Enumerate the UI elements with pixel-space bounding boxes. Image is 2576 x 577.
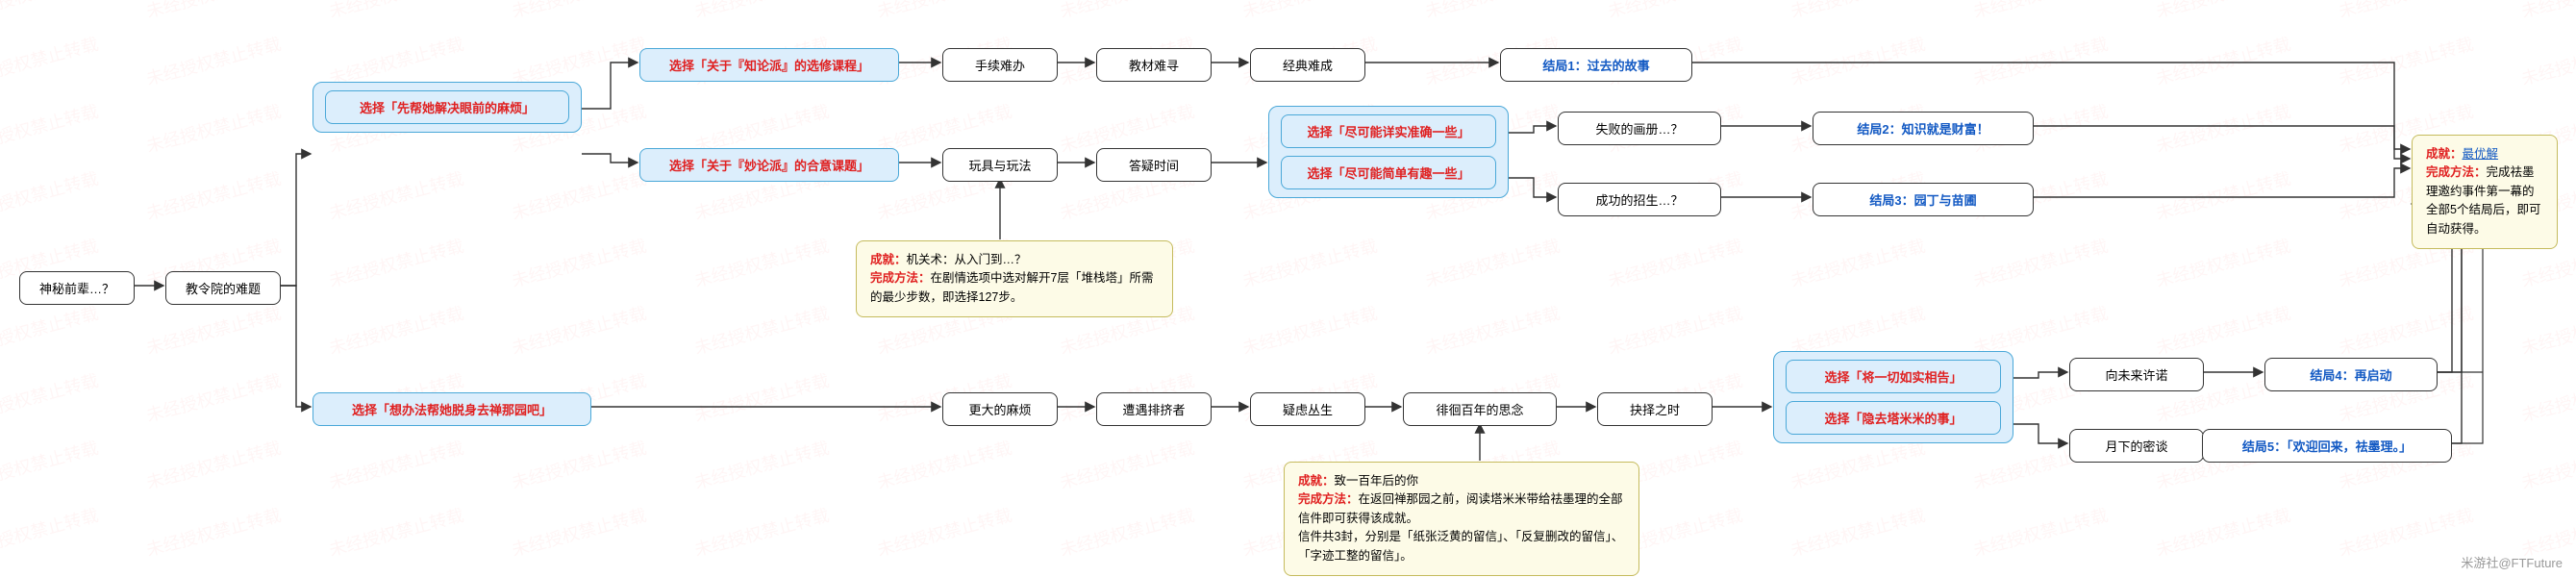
node-success-recruit: 成功的招生…？ xyxy=(1558,183,1721,216)
node-classics: 经典难成 xyxy=(1250,48,1365,82)
node-procedures: 手续难办 xyxy=(942,48,1058,82)
ending-1: 结局1：过去的故事 xyxy=(1500,48,1692,82)
choice-group-2: 选择「尽可能详实准确一些」 选择「尽可能简单有趣一些」 xyxy=(1268,106,1509,198)
note1-acc-value: 机关术：从入门到…？ xyxy=(907,253,1027,266)
choice-group-1: 选择「先帮她解决眼前的麻烦」 xyxy=(313,82,582,133)
node-academy-problem: 教令院的难题 xyxy=(165,271,281,305)
note2-method-label: 完成方法： xyxy=(1298,492,1359,506)
achievement-note-1: 成就：机关术：从入门到…？ 完成方法：在剧情选项中选对解开7层「堆栈塔」所需的最… xyxy=(856,240,1173,317)
node-decision: 抉择之时 xyxy=(1597,392,1713,426)
choice-hide-tamimi: 选择「隐去塔米米的事」 xyxy=(1786,401,2001,435)
node-materials: 教材难寻 xyxy=(1096,48,1212,82)
choice-help-trouble: 选择「先帮她解决眼前的麻烦」 xyxy=(325,90,569,124)
note1-method-label: 完成方法： xyxy=(870,271,931,285)
ending-5: 结局5：「欢迎回来，祛墨理。」 xyxy=(2202,429,2452,463)
note3-method-label: 完成方法： xyxy=(2426,165,2487,179)
node-doubts: 疑虑丛生 xyxy=(1250,392,1365,426)
ending-4: 结局4：再启动 xyxy=(2264,358,2438,391)
choice-group-3: 选择「将一切如实相告」 选择「隐去塔米米的事」 xyxy=(1773,351,2013,443)
node-mystery-senior: 神秘前辈…？ xyxy=(19,271,135,305)
ending-2: 结局2：知识就是财富！ xyxy=(1813,112,2034,145)
achievement-note-2: 成就：致一百年后的你 完成方法：在返回禅那园之前，阅读塔米米带给祛墨理的全部信件… xyxy=(1284,462,1639,576)
note2-acc-value: 致一百年后的你 xyxy=(1335,474,1419,488)
note3-acc-label: 成就： xyxy=(2426,147,2463,161)
choice-escape-garden: 选择「想办法帮她脱身去禅那园吧」 xyxy=(313,392,591,426)
node-failed-book: 失败的画册…？ xyxy=(1558,112,1721,145)
node-toys: 玩具与玩法 xyxy=(942,148,1058,182)
note2-acc-label: 成就： xyxy=(1298,474,1335,488)
choice-accurate: 选择「尽可能详实准确一些」 xyxy=(1281,114,1496,148)
choice-miaolun: 选择「关于『妙论派』的合意课题」 xyxy=(639,148,899,182)
node-moonlight-talk: 月下的密谈 xyxy=(2069,429,2204,463)
node-promise-future: 向未来许诺 xyxy=(2069,358,2204,391)
choice-simple: 选择「尽可能简单有趣一些」 xyxy=(1281,156,1496,189)
ending-3: 结局3：园丁与苗圃 xyxy=(1813,183,2034,216)
choice-tell-truth: 选择「将一切如实相告」 xyxy=(1786,360,2001,393)
choice-zhilun: 选择「关于『知论派』的选修课程」 xyxy=(639,48,899,82)
node-outcast: 遭遇排挤者 xyxy=(1096,392,1212,426)
note3-acc-link[interactable]: 最优解 xyxy=(2463,147,2499,161)
node-bigger-trouble: 更大的麻烦 xyxy=(942,392,1058,426)
credit-text: 米游社@FTFuture xyxy=(2461,553,2563,571)
node-hundred-years: 徘徊百年的思念 xyxy=(1403,392,1557,426)
note1-acc-label: 成就： xyxy=(870,253,907,266)
achievement-note-3: 成就：最优解 完成方法：完成祛墨理邀约事件第一幕的全部5个结局后，即可自动获得。 xyxy=(2412,135,2558,249)
node-qa-time: 答疑时间 xyxy=(1096,148,1212,182)
